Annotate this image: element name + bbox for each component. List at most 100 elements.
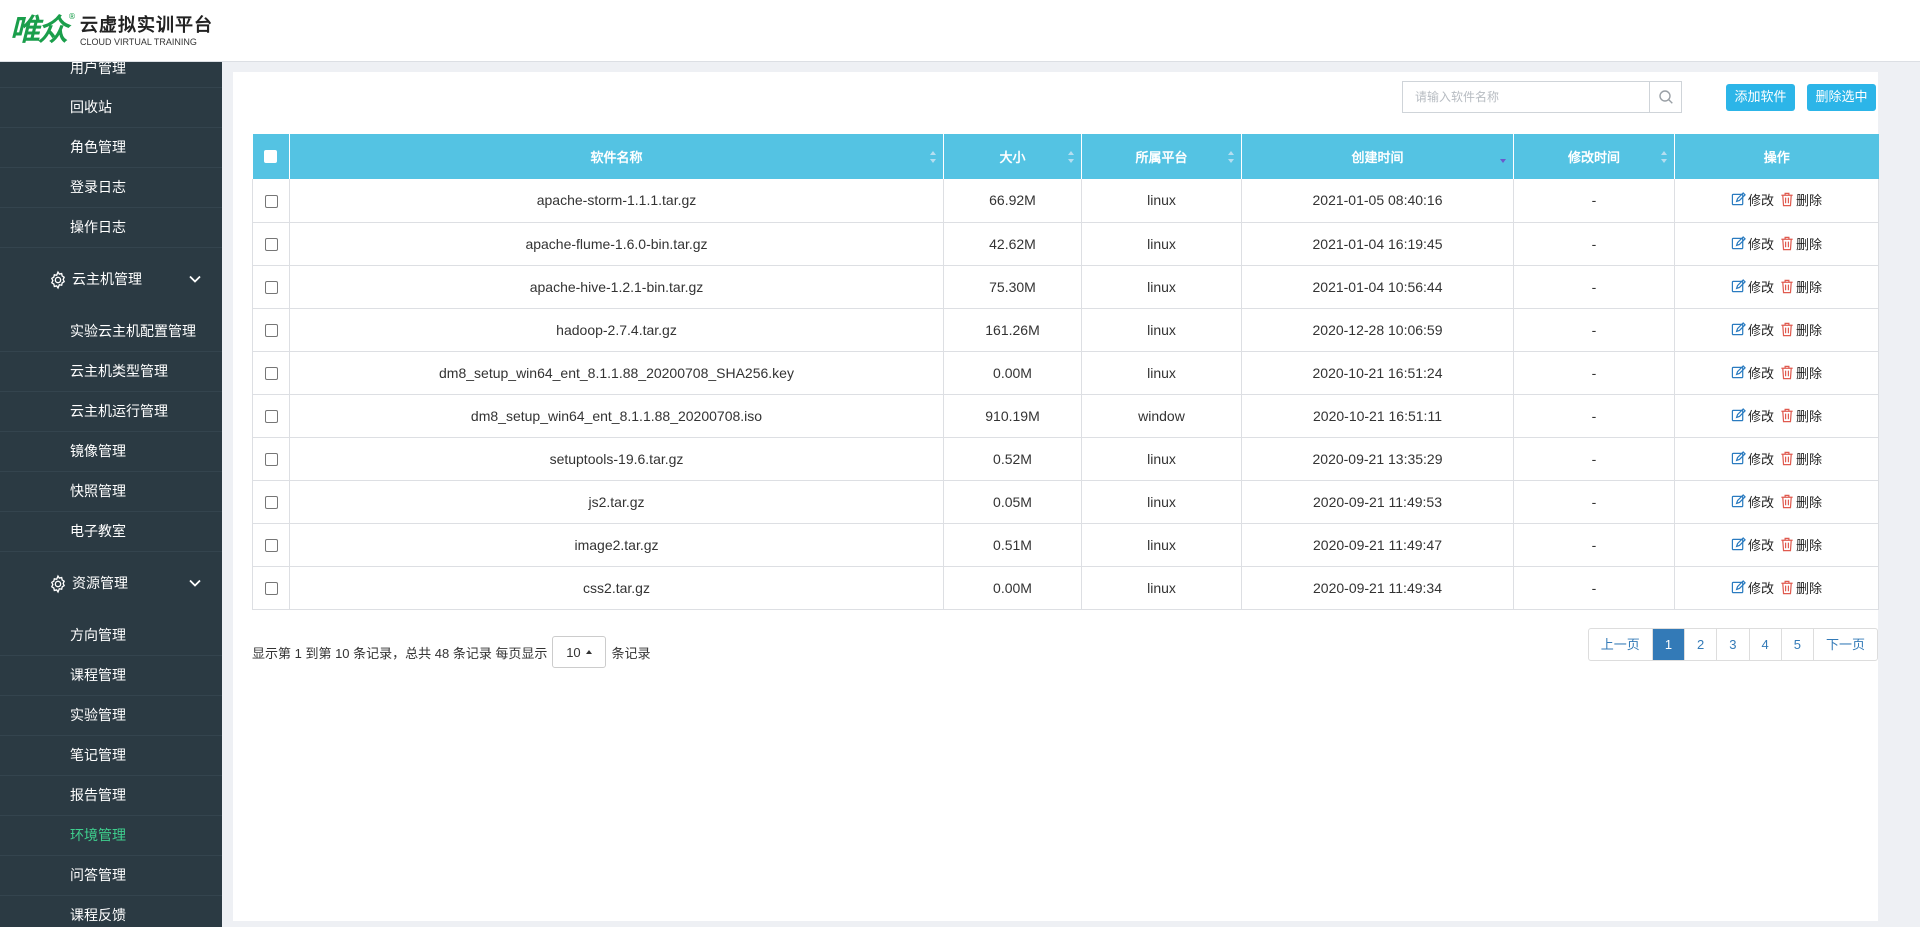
column-header-platform[interactable]: 所属平台 xyxy=(1081,134,1242,179)
delete-label: 删除 xyxy=(1796,193,1823,209)
row-checkbox[interactable] xyxy=(264,195,278,209)
platform-cell: window xyxy=(1081,394,1242,437)
sidebar: 用户管理 回收站 角色管理 登录日志 操作日志 云主机管理 实验云主机配置管理 … xyxy=(0,62,222,927)
row-actions: 修改 删除 xyxy=(1731,449,1822,468)
column-header-modified[interactable]: 修改时间 xyxy=(1513,134,1675,179)
delete-label: 删除 xyxy=(1796,279,1823,295)
delete-action[interactable]: 删除 xyxy=(1780,277,1822,296)
sidebar-item-images[interactable]: 镜像管理 xyxy=(0,432,222,472)
sidebar-group-resources[interactable]: 资源管理 xyxy=(0,552,222,616)
edit-action[interactable]: 修改 xyxy=(1731,578,1774,597)
column-header-label: 创建时间 xyxy=(1351,151,1404,166)
next-page-button[interactable]: 下一页 xyxy=(1825,637,1865,652)
search-input[interactable] xyxy=(1403,82,1649,112)
logo[interactable]: 唯众 ® 云虚拟实训平台 CLOUD VIRTUAL TRAINING xyxy=(10,10,213,52)
row-checkbox[interactable] xyxy=(264,410,278,424)
select-all-checkbox[interactable] xyxy=(264,150,278,163)
page-button-1[interactable]: 1 xyxy=(1652,629,1686,660)
sidebar-item-label: 方向管理 xyxy=(70,628,126,644)
software-name-cell: apache-storm-1.1.1.tar.gz xyxy=(289,179,944,222)
search-button[interactable] xyxy=(1649,82,1681,112)
row-checkbox[interactable] xyxy=(264,367,278,381)
sidebar-item-host-config[interactable]: 实验云主机配置管理 xyxy=(0,312,222,352)
delete-action[interactable]: 删除 xyxy=(1780,535,1822,554)
created-time-cell: 2021-01-05 08:40:16 xyxy=(1241,179,1514,222)
modified-time-cell: - xyxy=(1513,480,1675,523)
edit-icon xyxy=(1731,450,1746,464)
sidebar-item-notes[interactable]: 笔记管理 xyxy=(0,736,222,776)
row-checkbox[interactable] xyxy=(264,582,278,596)
sidebar-item-course-feedback[interactable]: 课程反馈 xyxy=(0,896,222,927)
delete-action[interactable]: 删除 xyxy=(1780,406,1822,425)
platform-cell: linux xyxy=(1081,179,1242,222)
edit-action[interactable]: 修改 xyxy=(1731,277,1774,296)
sidebar-item-operation-log[interactable]: 操作日志 xyxy=(0,208,222,248)
add-software-button[interactable]: 添加软件 xyxy=(1726,84,1795,111)
sidebar-item-users[interactable]: 用户管理 xyxy=(0,62,222,88)
edit-action[interactable]: 修改 xyxy=(1731,449,1774,468)
table-row: dm8_setup_win64_ent_8.1.1.88_20200708_SH… xyxy=(252,351,1879,394)
row-checkbox[interactable] xyxy=(264,238,278,252)
platform-cell: linux xyxy=(1081,265,1242,308)
sidebar-item-courses[interactable]: 课程管理 xyxy=(0,656,222,696)
table-row: dm8_setup_win64_ent_8.1.1.88_20200708.is… xyxy=(252,394,1879,437)
sidebar-item-roles[interactable]: 角色管理 xyxy=(0,128,222,168)
delete-action[interactable]: 删除 xyxy=(1780,190,1822,209)
row-checkbox[interactable] xyxy=(264,539,278,553)
trash-icon xyxy=(1781,451,1793,465)
page-button-4[interactable]: 4 xyxy=(1750,629,1782,660)
delete-action[interactable]: 删除 xyxy=(1780,363,1822,382)
row-checkbox[interactable] xyxy=(264,496,278,510)
edit-action[interactable]: 修改 xyxy=(1731,535,1774,554)
delete-action[interactable]: 删除 xyxy=(1780,492,1822,511)
created-time-cell: 2020-10-21 16:51:24 xyxy=(1241,351,1514,394)
page-button-5[interactable]: 5 xyxy=(1782,629,1814,660)
sidebar-item-snapshots[interactable]: 快照管理 xyxy=(0,472,222,512)
prev-page-button[interactable]: 上一页 xyxy=(1589,629,1653,660)
size-cell: 0.51M xyxy=(943,523,1082,566)
delete-action[interactable]: 删除 xyxy=(1780,578,1822,597)
delete-selected-button[interactable]: 删除选中 xyxy=(1807,84,1876,111)
page-button-3[interactable]: 3 xyxy=(1717,629,1750,660)
edit-action[interactable]: 修改 xyxy=(1731,406,1774,425)
page-button-2[interactable]: 2 xyxy=(1685,629,1718,660)
edit-label: 修改 xyxy=(1747,494,1774,510)
row-checkbox[interactable] xyxy=(264,324,278,338)
column-header-size[interactable]: 大小 xyxy=(943,134,1082,179)
delete-action[interactable]: 删除 xyxy=(1780,234,1822,253)
sidebar-item-e-classroom[interactable]: 电子教室 xyxy=(0,512,222,552)
edit-action[interactable]: 修改 xyxy=(1731,320,1774,339)
column-header-created[interactable]: 创建时间 xyxy=(1241,134,1514,179)
edit-label: 修改 xyxy=(1747,451,1774,467)
size-cell: 42.62M xyxy=(943,222,1082,265)
software-name-cell: dm8_setup_win64_ent_8.1.1.88_20200708_SH… xyxy=(289,351,944,394)
sidebar-item-login-log[interactable]: 登录日志 xyxy=(0,168,222,208)
sidebar-item-environments[interactable]: 环境管理 xyxy=(0,816,222,856)
software-name-cell: image2.tar.gz xyxy=(289,523,944,566)
sidebar-item-qa[interactable]: 问答管理 xyxy=(0,856,222,896)
software-name-cell: apache-hive-1.2.1-bin.tar.gz xyxy=(289,265,944,308)
sidebar-item-host-run[interactable]: 云主机运行管理 xyxy=(0,392,222,432)
column-header-name[interactable]: 软件名称 xyxy=(289,134,944,179)
sidebar-item-host-type[interactable]: 云主机类型管理 xyxy=(0,352,222,392)
logo-subtitle: CLOUD VIRTUAL TRAINING xyxy=(80,37,197,47)
edit-action[interactable]: 修改 xyxy=(1731,363,1774,382)
page-size-select[interactable]: 10 xyxy=(552,636,607,668)
row-checkbox[interactable] xyxy=(264,453,278,467)
sidebar-item-reports[interactable]: 报告管理 xyxy=(0,776,222,816)
delete-action[interactable]: 删除 xyxy=(1780,320,1822,339)
sidebar-item-label: 笔记管理 xyxy=(70,748,126,764)
edit-action[interactable]: 修改 xyxy=(1731,190,1774,209)
sidebar-item-directions[interactable]: 方向管理 xyxy=(0,616,222,656)
sidebar-item-experiments[interactable]: 实验管理 xyxy=(0,696,222,736)
trash-icon xyxy=(1781,236,1793,250)
row-checkbox[interactable] xyxy=(264,281,278,295)
sidebar-item-recycle-bin[interactable]: 回收站 xyxy=(0,88,222,128)
sidebar-group-cloud-host[interactable]: 云主机管理 xyxy=(0,248,222,312)
sidebar-item-label: 回收站 xyxy=(70,100,112,116)
delete-action[interactable]: 删除 xyxy=(1780,449,1822,468)
edit-action[interactable]: 修改 xyxy=(1731,234,1774,253)
edit-action[interactable]: 修改 xyxy=(1731,492,1774,511)
edit-icon xyxy=(1731,321,1746,335)
table-row: apache-flume-1.6.0-bin.tar.gz 42.62M linux… xyxy=(252,222,1879,265)
